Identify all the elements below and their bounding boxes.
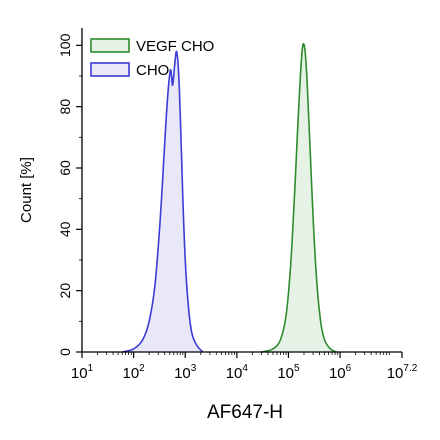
x-tick-label: 104 xyxy=(226,363,249,382)
y-tick-label: 100 xyxy=(57,33,73,57)
legend-swatch-cho xyxy=(90,62,130,77)
x-tick-label: 105 xyxy=(277,363,300,382)
x-axis-label: AF647-H xyxy=(207,402,283,423)
x-tick-label: 102 xyxy=(122,363,145,382)
series-line-cho xyxy=(121,50,204,353)
series-fill-cho xyxy=(122,51,203,352)
series-fill-vegf-cho xyxy=(261,43,337,352)
y-tick-label: 60 xyxy=(57,160,73,176)
x-tick-label: 106 xyxy=(329,363,352,382)
y-tick-label: 20 xyxy=(57,283,73,299)
y-tick-label: 0 xyxy=(57,348,73,356)
axes-layer: 0 20 40 60 80 100 101 102 103 104 105 106 107.2 xyxy=(57,28,418,382)
x-tick-label: 103 xyxy=(174,363,197,382)
legend-label-cho: CHO xyxy=(136,62,169,79)
series-line-vegf-cho xyxy=(261,42,337,353)
x-tick-label: 107.2 xyxy=(387,363,418,382)
legend-swatch-vegf-cho xyxy=(90,38,130,53)
y-tick-label: 80 xyxy=(57,99,73,115)
series-layer xyxy=(121,42,337,353)
labels-layer: AF647-H Count [%] xyxy=(18,157,283,423)
y-tick-label: 40 xyxy=(57,221,73,237)
legend-label-vegf-cho: VEGF CHO xyxy=(136,38,214,55)
y-axis-label: Count [%] xyxy=(18,157,35,223)
x-tick-label: 101 xyxy=(71,363,94,382)
legend: VEGF CHO CHO xyxy=(90,38,214,79)
